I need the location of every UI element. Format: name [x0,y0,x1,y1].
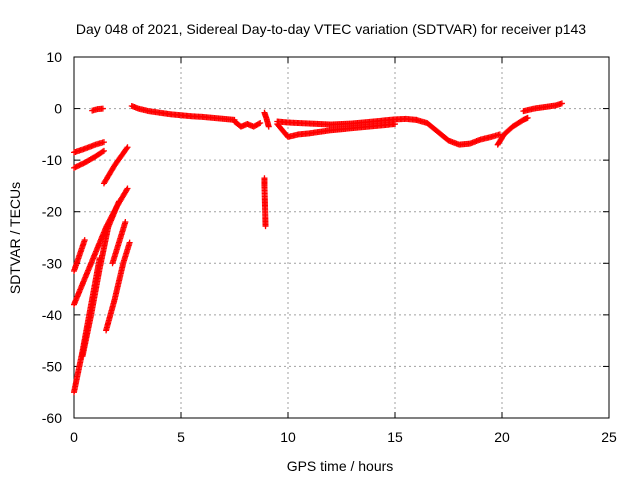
data-point [99,148,106,155]
data-point [257,120,264,127]
data-point [122,219,129,226]
y-tick-label: -50 [42,358,62,374]
data-point [392,121,398,128]
data-point [123,145,130,152]
data-point [100,147,107,154]
data-point [255,120,262,127]
data-point [524,114,531,121]
data-point [124,144,131,151]
y-tick-label: -20 [42,204,62,220]
chart-title: Day 048 of 2021, Sidereal Day-to-day VTE… [76,21,586,37]
y-tick-label: -40 [42,307,62,323]
data-point [265,123,272,130]
y-tick-label: 10 [46,49,62,65]
data-point [262,223,269,230]
data-points [71,100,565,396]
axis-ticks [73,56,610,419]
data-point [558,100,565,107]
x-tick-label: 0 [70,429,78,445]
y-tick-label: -60 [42,410,62,426]
y-tick-label: 0 [54,101,62,117]
y-axis-label: SDTVAR / TECUs [7,182,23,294]
plot-frame [73,56,610,419]
x-tick-label: 20 [494,429,510,445]
data-point [115,198,122,205]
y-axis-tick-labels: 10 0 -10 -20 -30 -40 -50 -60 [42,49,62,426]
y-tick-label: -10 [42,152,62,168]
data-point [126,239,133,246]
data-point [123,186,130,193]
y-tick-label: -30 [42,255,62,271]
x-axis-label: GPS time / hours [287,458,394,474]
data-point [81,237,88,244]
x-tick-label: 10 [280,429,296,445]
x-tick-label: 15 [387,429,403,445]
x-tick-label: 25 [601,429,617,445]
data-point [99,105,106,112]
data-point [124,185,131,192]
x-axis-tick-labels: 0 5 10 15 20 25 [70,429,617,445]
x-tick-label: 5 [177,429,185,445]
data-point [100,139,107,146]
